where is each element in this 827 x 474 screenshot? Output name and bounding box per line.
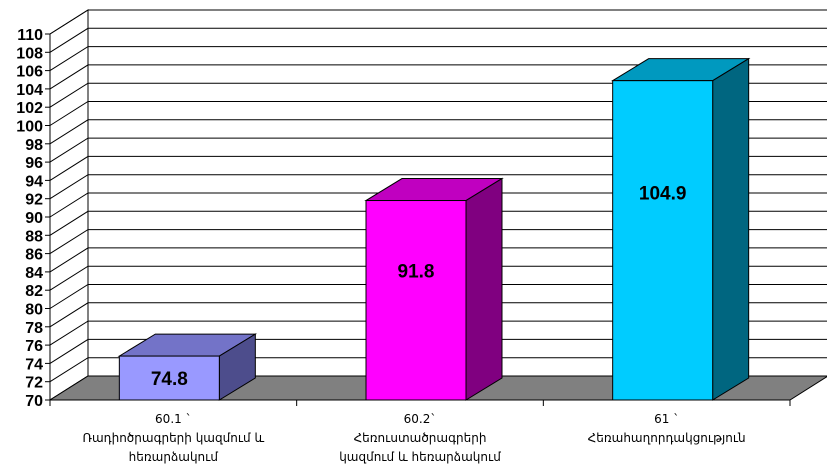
- y-tick-label: 78: [25, 320, 43, 337]
- gridlines: [49, 9, 827, 401]
- gridline: [49, 119, 827, 145]
- y-tick-label: 102: [16, 100, 43, 117]
- y-tick-label: 106: [16, 64, 43, 81]
- gridline: [49, 320, 827, 346]
- x-tick-label: 60.1 ` Ռադիոծրագրերի կազմում և հեռարձակում: [82, 412, 264, 464]
- x-tick-label: 61 ` Հեռահաղորդակցություն: [588, 412, 746, 445]
- gridline: [49, 155, 827, 181]
- y-tick-label: 86: [25, 247, 43, 264]
- gridline: [49, 229, 827, 255]
- y-tick-label: 100: [16, 119, 43, 136]
- bar: [117, 333, 258, 401]
- bar-front: [365, 200, 467, 401]
- data-label: 104.9: [639, 183, 687, 204]
- gridline: [49, 137, 827, 163]
- data-label: 74.8: [151, 369, 188, 390]
- bar: [364, 177, 504, 401]
- y-tick-label: 98: [25, 137, 43, 154]
- y-tick-label: 84: [25, 265, 43, 282]
- gridline: [49, 284, 827, 309]
- y-tick-label: 108: [16, 45, 43, 62]
- gridline: [49, 192, 827, 218]
- y-tick-label: 80: [25, 302, 43, 319]
- bar-front: [118, 355, 220, 401]
- gridline: [49, 9, 827, 35]
- y-tick-label: 90: [25, 210, 43, 227]
- gridline: [49, 82, 827, 108]
- gridline: [49, 101, 827, 126]
- y-tick-label: 104: [16, 82, 43, 99]
- bars: [117, 57, 751, 401]
- data-label: 91.8: [398, 261, 435, 282]
- bar: [610, 57, 751, 401]
- gridline: [49, 210, 827, 236]
- gridline: [49, 27, 827, 53]
- y-tick-label: 82: [25, 283, 43, 300]
- y-tick-label: 74: [25, 356, 43, 373]
- bar-front: [612, 80, 714, 401]
- y-tick-label: 70: [25, 393, 43, 410]
- y-tick-label: 96: [25, 155, 43, 172]
- y-tick-label: 110: [17, 27, 43, 44]
- bar-side: [465, 177, 503, 401]
- x-tick-label: 60.2` Հեռուստածրագրերի կազմում և հեռարձակո…: [339, 412, 501, 464]
- y-tick-label: 92: [25, 192, 43, 209]
- y-tick-label: 76: [25, 338, 43, 355]
- bar-side: [712, 57, 750, 401]
- gridline: [49, 302, 827, 328]
- y-tick-label: 94: [25, 173, 43, 190]
- y-tick-label: 72: [25, 375, 43, 392]
- gridline: [49, 338, 827, 364]
- gridline: [49, 357, 827, 383]
- gridline: [49, 64, 827, 90]
- gridline: [49, 174, 827, 200]
- gridline: [49, 247, 827, 273]
- y-tick-label: 88: [25, 228, 43, 245]
- gridline: [49, 46, 827, 72]
- gridline: [49, 265, 827, 291]
- labels: 7072747678808284868890929496981001021041…: [16, 27, 745, 464]
